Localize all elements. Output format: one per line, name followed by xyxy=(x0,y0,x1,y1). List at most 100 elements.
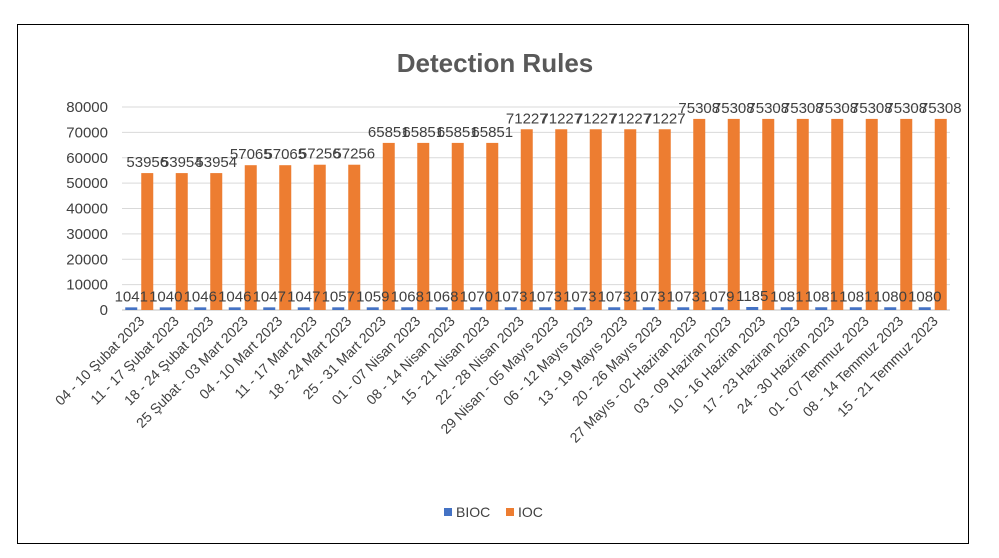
bar-ioc xyxy=(865,118,878,311)
bar-ioc xyxy=(520,129,533,310)
data-label-ioc: 57065 xyxy=(264,146,306,163)
bar-bioc xyxy=(608,307,621,310)
data-label-bioc: 1068 xyxy=(425,288,458,305)
y-tick-label: 60000 xyxy=(66,150,108,167)
data-label-bioc: 1070 xyxy=(460,288,493,305)
bar-layer xyxy=(125,118,947,311)
data-label-bioc: 1081 xyxy=(805,288,838,305)
data-label-ioc: 57065 xyxy=(230,146,272,163)
legend-swatch-ioc xyxy=(506,508,514,516)
legend-label-ioc: IOC xyxy=(518,504,543,520)
bar-bioc xyxy=(539,307,552,310)
y-tick-label: 70000 xyxy=(66,124,108,141)
bar-ioc xyxy=(313,164,326,310)
bar-ioc xyxy=(934,118,947,311)
y-axis: 0 10000 20000 30000 40000 50000 60000 70000 8000… xyxy=(66,99,108,319)
y-tick-label: 80000 xyxy=(66,99,108,116)
data-label-ioc: 53954 xyxy=(195,154,237,171)
data-label-bioc: 1080 xyxy=(874,288,907,305)
data-label-ioc: 65851 xyxy=(402,124,444,141)
chart-frame: Detection Rules 0 10000 20000 30000 40000 500… xyxy=(17,24,969,544)
data-label-ioc: 71227 xyxy=(575,110,617,127)
bar-ioc xyxy=(762,118,775,311)
bar-bioc xyxy=(401,307,414,310)
data-label-bioc: 1047 xyxy=(253,288,286,305)
bar-ioc xyxy=(175,173,188,310)
legend-swatch-bioc xyxy=(444,508,452,516)
bar-bioc xyxy=(470,307,483,310)
bar-bioc xyxy=(884,307,897,310)
bar-bioc xyxy=(263,307,276,310)
data-label-bioc: 1047 xyxy=(287,288,320,305)
data-label-ioc: 75308 xyxy=(920,100,962,117)
data-label-ioc: 75308 xyxy=(678,100,720,117)
data-label-bioc: 1046 xyxy=(218,288,251,305)
data-label-ioc: 71227 xyxy=(540,110,582,127)
data-label-bioc: 1185 xyxy=(736,288,768,305)
bar-ioc xyxy=(210,173,223,310)
bar-bioc xyxy=(504,307,517,310)
data-label-bioc: 1073 xyxy=(494,288,527,305)
chart-svg: Detection Rules 0 10000 20000 30000 40000 500… xyxy=(52,48,962,520)
data-label-bioc: 1080 xyxy=(908,288,941,305)
bar-bioc xyxy=(849,307,862,310)
data-label-bioc: 1073 xyxy=(529,288,562,305)
y-tick-label: 10000 xyxy=(66,277,108,294)
bar-bioc xyxy=(125,307,138,310)
data-label-bioc: 1073 xyxy=(632,288,665,305)
bar-bioc xyxy=(677,307,690,310)
data-label-ioc: 65851 xyxy=(437,124,479,141)
data-label-ioc: 75308 xyxy=(782,100,824,117)
y-tick-label: 30000 xyxy=(66,226,108,243)
bar-bioc xyxy=(435,307,448,310)
data-label-bioc: 1073 xyxy=(667,288,700,305)
y-tick-label: 20000 xyxy=(66,251,108,268)
data-label-ioc: 71227 xyxy=(644,110,686,127)
bar-ioc xyxy=(382,142,395,310)
data-label-ioc: 75308 xyxy=(816,100,858,117)
bar-ioc xyxy=(348,164,361,310)
bar-ioc xyxy=(900,118,913,311)
data-label-ioc: 75308 xyxy=(851,100,893,117)
bar-bioc xyxy=(815,307,828,310)
data-label-bioc: 1081 xyxy=(839,288,872,305)
bar-ioc xyxy=(658,129,671,310)
bar-bioc xyxy=(642,307,655,310)
y-tick-label: 0 xyxy=(100,302,108,319)
data-label-ioc: 75308 xyxy=(747,100,789,117)
data-label-layer: 1041 1040 1046 1046 1047 1047 1057 1059 1068 1068… xyxy=(115,100,962,305)
data-label-bioc: 1081 xyxy=(770,288,803,305)
bar-ioc xyxy=(624,129,637,310)
y-tick-label: 50000 xyxy=(66,175,108,192)
bar-ioc xyxy=(589,129,602,310)
bar-bioc xyxy=(711,307,724,310)
bar-ioc xyxy=(796,118,809,311)
bar-bioc xyxy=(332,307,345,310)
data-label-ioc: 65851 xyxy=(368,124,410,141)
bar-ioc xyxy=(141,173,154,310)
bar-ioc xyxy=(831,118,844,311)
data-label-bioc: 1040 xyxy=(149,288,182,305)
data-label-bioc: 1068 xyxy=(391,288,424,305)
data-label-ioc: 71227 xyxy=(506,110,548,127)
bar-bioc xyxy=(228,307,241,310)
y-tick-label: 40000 xyxy=(66,201,108,218)
data-label-bioc: 1073 xyxy=(563,288,596,305)
grid-layer xyxy=(122,106,950,311)
bar-bioc xyxy=(194,307,207,310)
bar-ioc xyxy=(451,142,464,310)
data-label-ioc: 65851 xyxy=(471,124,513,141)
data-label-ioc: 75308 xyxy=(885,100,927,117)
bar-bioc xyxy=(573,307,586,310)
data-label-ioc: 57256 xyxy=(333,146,375,163)
data-label-bioc: 1079 xyxy=(701,288,734,305)
bar-bioc xyxy=(780,307,793,310)
data-label-bioc: 1041 xyxy=(115,288,148,305)
bar-ioc xyxy=(486,142,499,310)
bar-bioc xyxy=(366,307,379,310)
data-label-ioc: 53954 xyxy=(161,154,203,171)
bar-ioc xyxy=(244,165,257,310)
bar-ioc xyxy=(727,118,740,311)
bar-ioc xyxy=(693,118,706,311)
